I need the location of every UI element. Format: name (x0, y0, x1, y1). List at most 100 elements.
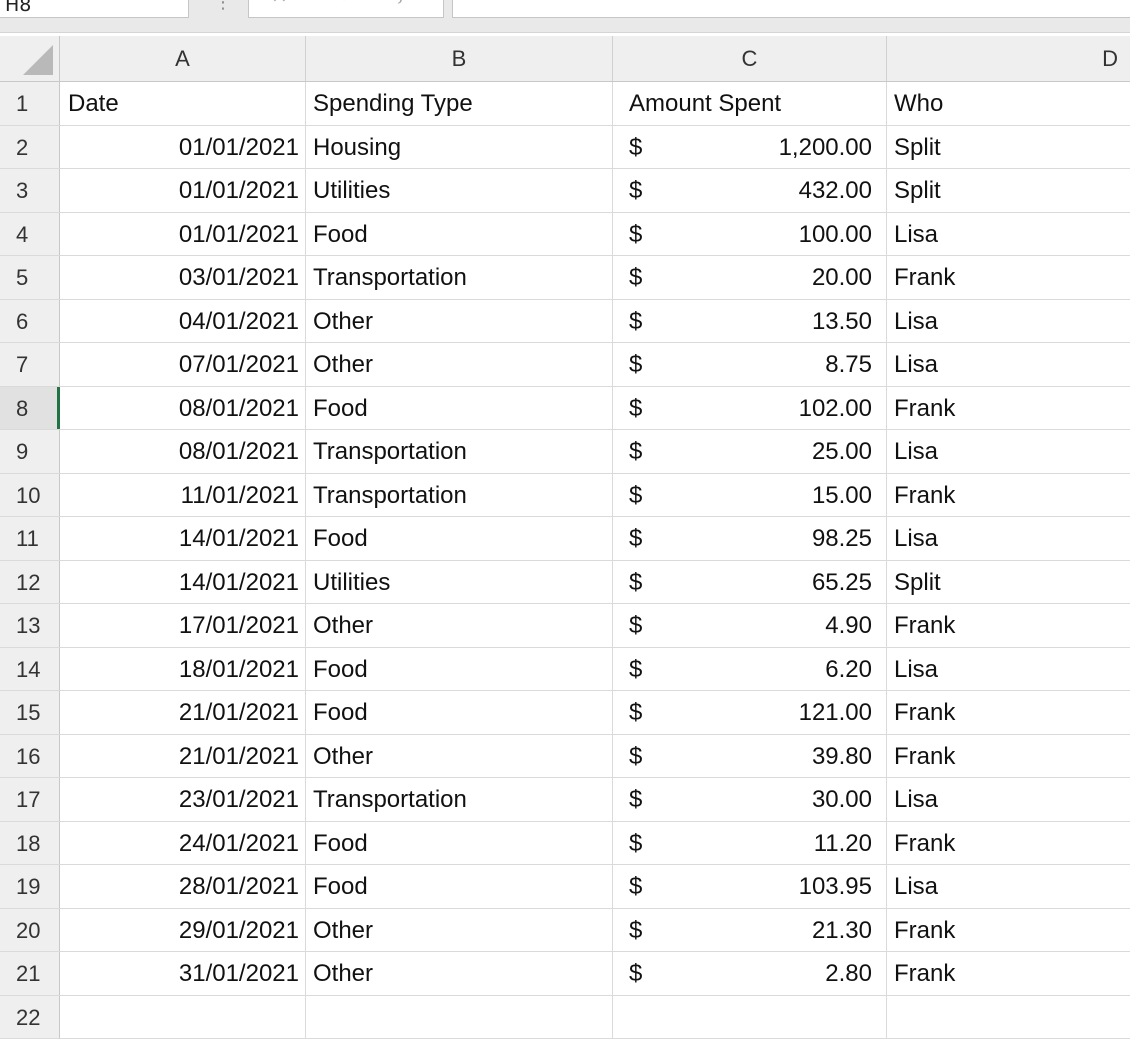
column-header-b[interactable]: B (306, 36, 613, 81)
cell-spending-type[interactable]: Other (306, 952, 613, 995)
cell-who[interactable]: Split (894, 133, 941, 161)
cell-amount-spent[interactable]: $11.20 (613, 821, 887, 864)
row-header[interactable]: 8 (0, 386, 60, 429)
cell-amount-spent[interactable]: $6.20 (613, 647, 887, 690)
cell-date[interactable]: 17/01/2021 (60, 604, 306, 647)
row-header[interactable]: 5 (0, 256, 60, 299)
row-header[interactable]: 17 (0, 778, 60, 821)
cell-spending-type[interactable]: Other (306, 604, 613, 647)
cell-spending-type[interactable]: Food (306, 647, 613, 690)
cell-amount-spent[interactable]: $98.25 (613, 517, 887, 560)
cell-amount-spent[interactable]: $102.00 (613, 386, 887, 429)
row-header[interactable]: 6 (0, 299, 60, 342)
cell-who[interactable]: Lisa (894, 220, 939, 248)
cell-spending-type[interactable]: Transportation (306, 778, 613, 821)
cell-spending-type[interactable]: Food (306, 212, 613, 255)
row-header[interactable]: 3 (0, 169, 60, 212)
cell-amount-spent[interactable]: $2.80 (613, 952, 887, 995)
cell-spending-type[interactable]: Utilities (306, 169, 613, 212)
cell-date[interactable]: 23/01/2021 (60, 778, 306, 821)
cell-date[interactable]: 31/01/2021 (60, 952, 306, 995)
cell-amount-spent[interactable]: $30.00 (613, 778, 887, 821)
cell-header-amount-spent[interactable]: Amount Spent (613, 82, 887, 125)
name-box[interactable]: H8 (0, 0, 189, 18)
cell-date[interactable]: 08/01/2021 (60, 430, 306, 473)
row-header[interactable]: 19 (0, 865, 60, 908)
cell-who[interactable]: Split (894, 177, 941, 204)
cell-amount-spent[interactable]: $100.00 (613, 212, 887, 255)
row-header[interactable]: 22 (0, 995, 60, 1038)
cell-spending-type[interactable]: Transportation (306, 473, 613, 516)
row-header[interactable]: 9 (0, 430, 60, 473)
cell-amount-spent[interactable]: $21.30 (613, 908, 887, 951)
cell-header-date[interactable]: Date (60, 82, 306, 125)
cell-amount-spent[interactable]: $432.00 (613, 169, 887, 212)
cell-empty[interactable] (887, 996, 1130, 1039)
cell-spending-type[interactable]: Other (306, 299, 613, 342)
cell-date[interactable]: 01/01/2021 (60, 212, 306, 255)
cell-amount-spent[interactable]: $25.00 (613, 430, 887, 473)
row-header[interactable]: 1 (0, 82, 60, 125)
cell-empty[interactable] (613, 995, 887, 1038)
cell-who[interactable]: Lisa (894, 873, 939, 900)
cell-who[interactable]: Lisa (894, 525, 939, 552)
cell-who[interactable]: Frank (894, 612, 956, 639)
cell-spending-type[interactable]: Utilities (306, 560, 613, 603)
cell-spending-type[interactable]: Food (306, 865, 613, 908)
cell-date[interactable]: 21/01/2021 (60, 734, 306, 777)
cell-empty[interactable] (60, 995, 306, 1038)
column-header-a[interactable]: A (60, 36, 306, 81)
cell-who[interactable]: Frank (894, 960, 956, 987)
cell-date[interactable]: 04/01/2021 (60, 299, 306, 342)
cell-amount-spent[interactable]: $121.00 (613, 691, 887, 734)
cell-who[interactable]: Frank (894, 742, 956, 770)
cell-date[interactable]: 01/01/2021 (60, 169, 306, 212)
cell-amount-spent[interactable]: $15.00 (613, 473, 887, 516)
cell-date[interactable]: 01/01/2021 (60, 125, 306, 168)
cell-date[interactable]: 24/01/2021 (60, 821, 306, 864)
row-header[interactable]: 21 (0, 952, 60, 995)
row-header[interactable]: 13 (0, 604, 60, 647)
cell-spending-type[interactable]: Food (306, 386, 613, 429)
row-header[interactable]: 20 (0, 908, 60, 951)
row-header[interactable]: 7 (0, 343, 60, 386)
row-header[interactable]: 11 (0, 517, 60, 560)
insert-function-icon[interactable]: fx (399, 0, 416, 5)
cell-amount-spent[interactable]: $65.25 (613, 560, 887, 603)
cell-date[interactable]: 07/01/2021 (60, 343, 306, 386)
row-header[interactable]: 16 (0, 734, 60, 777)
cell-amount-spent[interactable]: $13.50 (613, 299, 887, 342)
cell-who[interactable]: Lisa (894, 307, 939, 335)
cancel-icon[interactable]: × (271, 0, 288, 5)
cell-who[interactable]: Frank (894, 916, 956, 944)
cell-amount-spent[interactable]: $20.00 (613, 256, 887, 299)
cell-who[interactable]: Lisa (894, 351, 939, 378)
cell-who[interactable]: Frank (894, 394, 956, 422)
cell-header-spending-type[interactable]: Spending Type (306, 82, 613, 125)
cell-who[interactable]: Split (894, 568, 941, 596)
cell-spending-type[interactable]: Transportation (306, 430, 613, 473)
cell-date[interactable]: 14/01/2021 (60, 560, 306, 603)
cell-spending-type[interactable]: Other (306, 908, 613, 951)
cell-spending-type[interactable]: Transportation (306, 256, 613, 299)
cell-who[interactable]: Frank (894, 481, 956, 509)
cell-amount-spent[interactable]: $4.90 (613, 604, 887, 647)
column-header-c[interactable]: C (613, 36, 887, 81)
cell-amount-spent[interactable]: $1,200.00 (613, 125, 887, 168)
cell-header-who[interactable]: Who (894, 90, 944, 117)
cell-amount-spent[interactable]: $8.75 (613, 343, 887, 386)
cell-amount-spent[interactable]: $39.80 (613, 734, 887, 777)
row-header[interactable]: 14 (0, 647, 60, 690)
cell-date[interactable]: 29/01/2021 (60, 908, 306, 951)
row-header[interactable]: 2 (0, 125, 60, 168)
row-header[interactable]: 10 (0, 473, 60, 516)
row-header[interactable]: 15 (0, 691, 60, 734)
cell-date[interactable]: 21/01/2021 (60, 691, 306, 734)
row-header[interactable]: 4 (0, 212, 60, 255)
formula-input[interactable] (452, 0, 1130, 18)
column-header-d[interactable]: D (1102, 46, 1118, 71)
cell-date[interactable]: 08/01/2021 (60, 386, 306, 429)
cell-date[interactable]: 28/01/2021 (60, 865, 306, 908)
cell-date[interactable]: 14/01/2021 (60, 517, 306, 560)
cell-who[interactable]: Lisa (894, 655, 939, 683)
